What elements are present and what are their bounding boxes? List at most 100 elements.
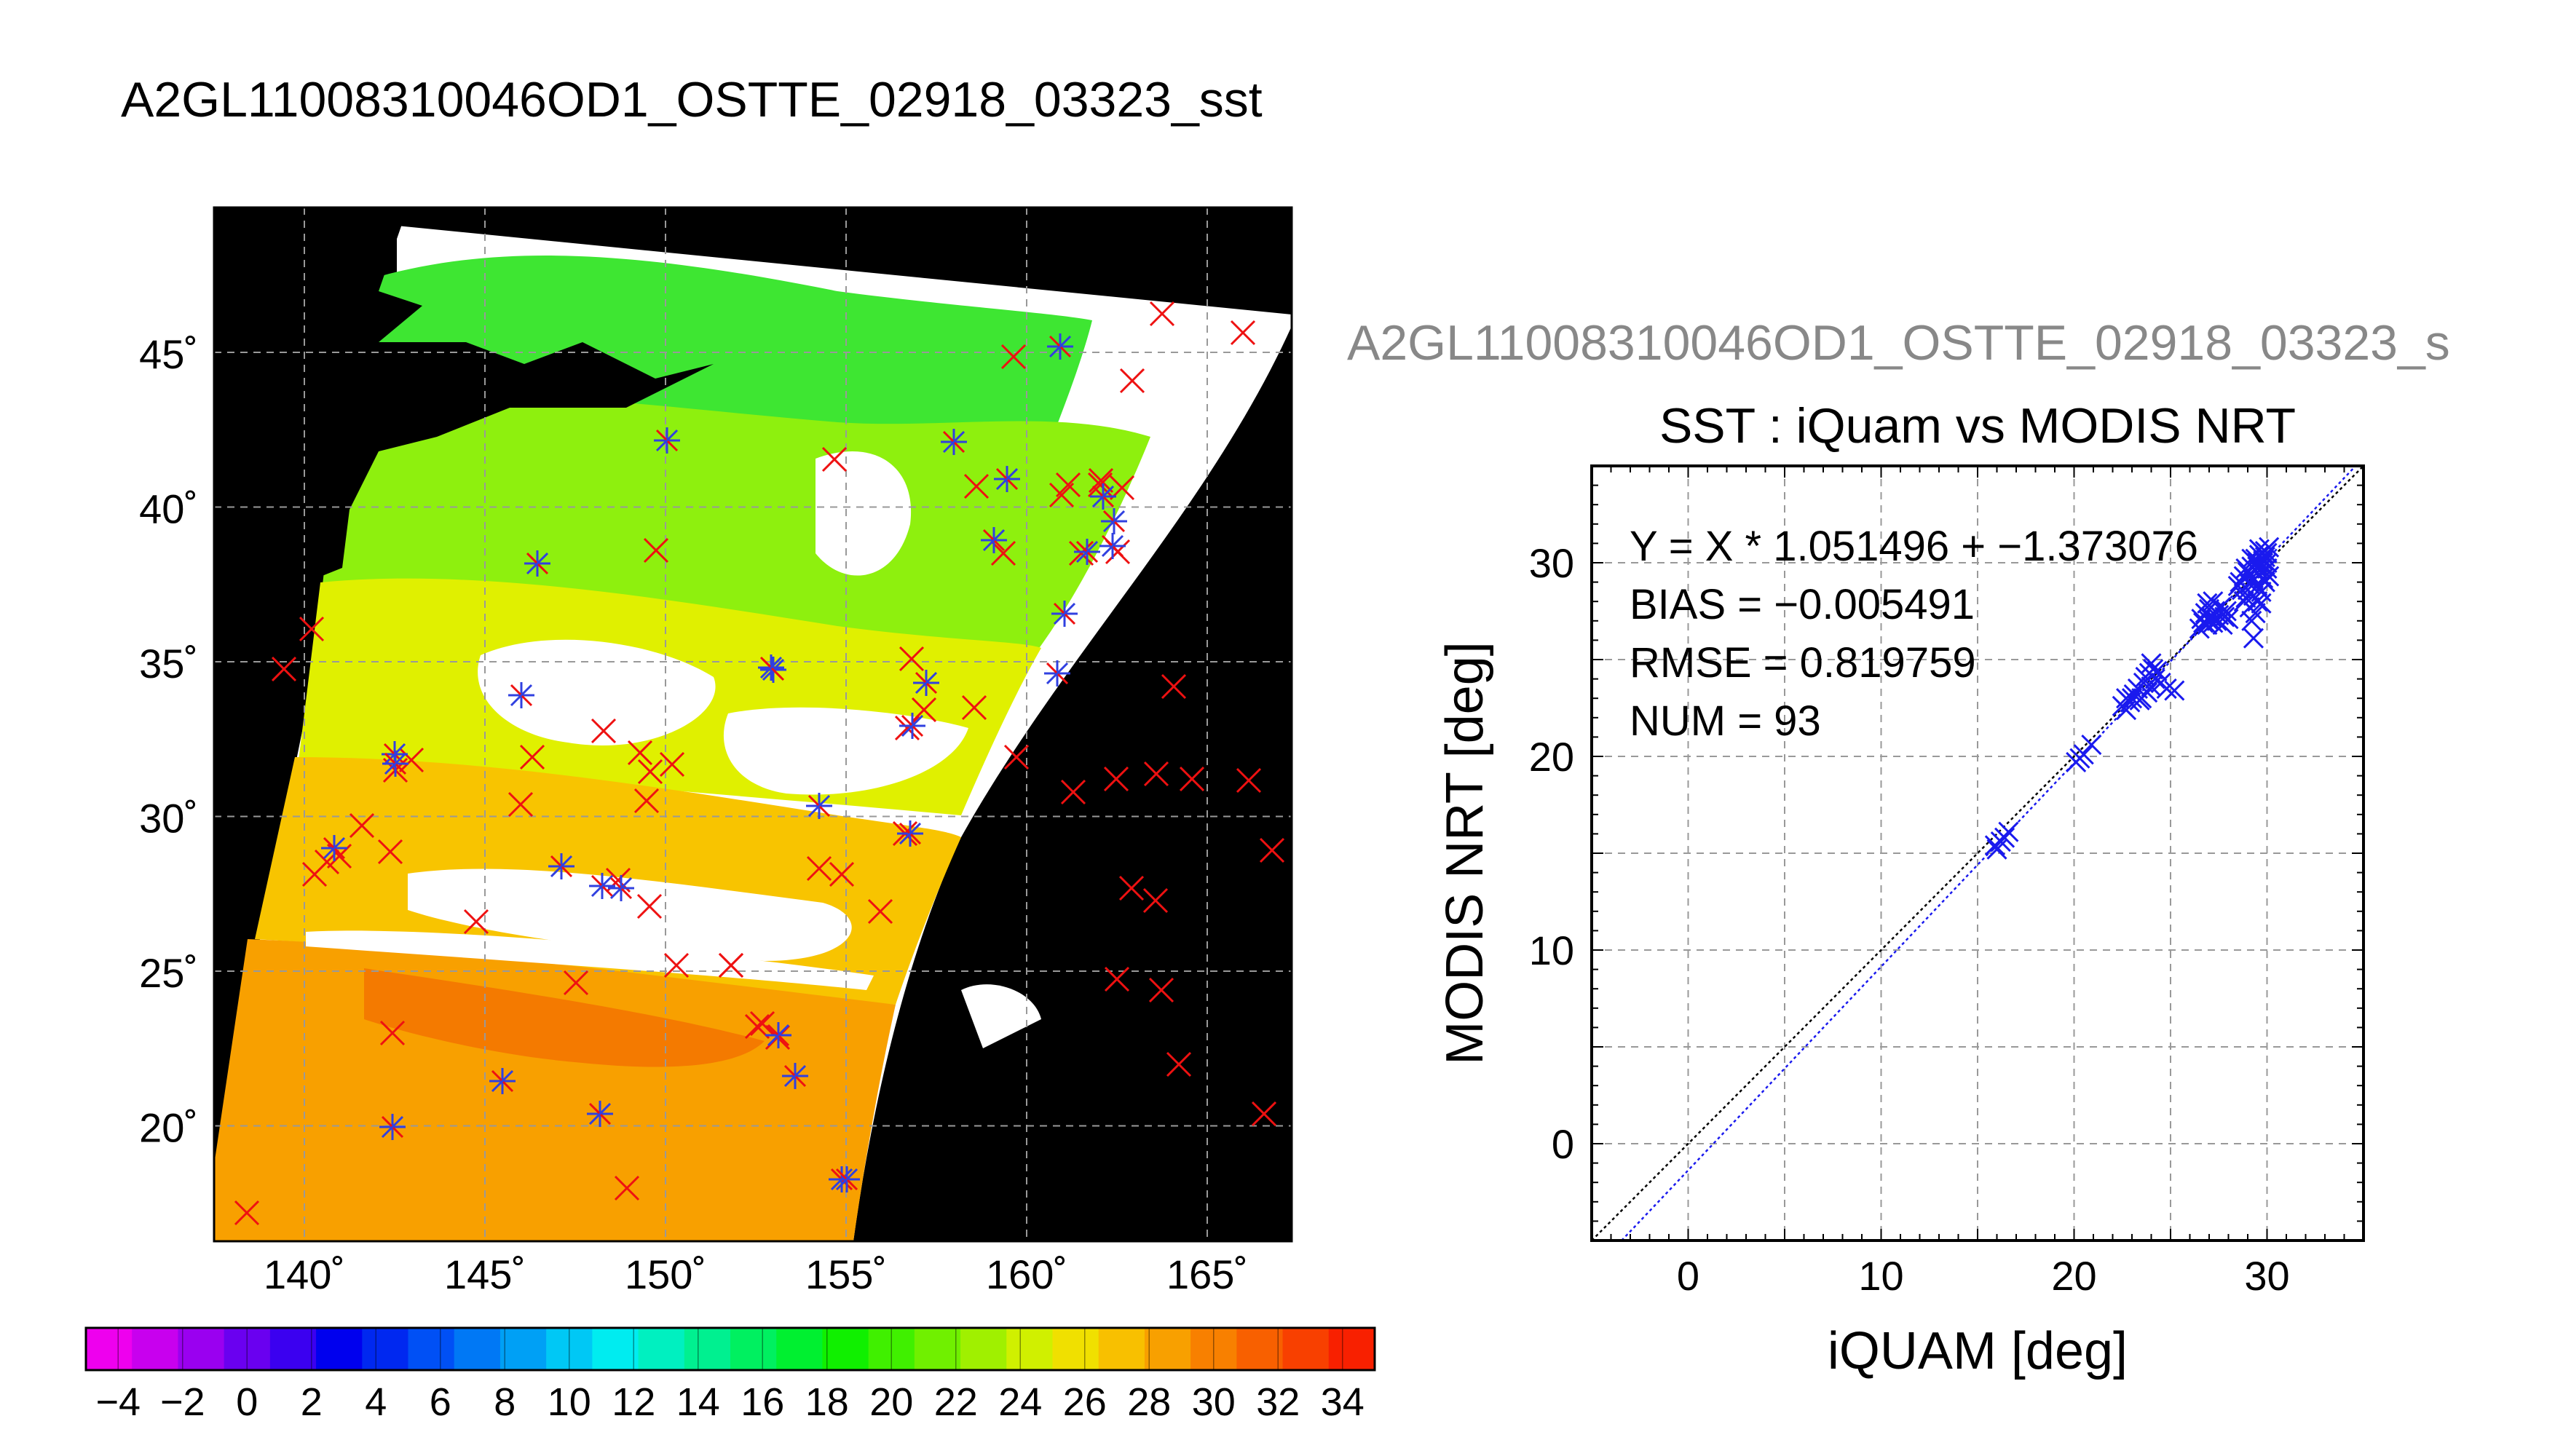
point-stroke (2121, 688, 2143, 709)
marker-stroke (234, 1200, 260, 1226)
marker-stroke (491, 1069, 514, 1093)
marker-stroke (1053, 602, 1076, 625)
marker-stroke (384, 752, 407, 775)
buoy-marker-out (1003, 744, 1030, 770)
marker-stroke (749, 1010, 775, 1037)
data-point (2198, 610, 2220, 631)
land-mass (214, 207, 714, 655)
cloud-patch (478, 639, 716, 745)
marker-stroke (1102, 510, 1126, 533)
buoy-marker-match (913, 670, 939, 696)
stat-regression: Y = X * 1.051496 + −1.373076 (1630, 523, 2198, 570)
point-stroke (2247, 556, 2268, 577)
buoy-marker-out (643, 537, 669, 563)
marker-stroke (1230, 320, 1256, 346)
point-stroke (2248, 560, 2270, 581)
data-point (2131, 688, 2152, 709)
lon-tick-label: 155˚ (805, 1251, 887, 1297)
buoy-marker-out (990, 540, 1016, 566)
buoy-marker-out (299, 616, 325, 642)
data-point (2156, 678, 2177, 699)
buoy-marker-match (548, 853, 574, 879)
buoy-marker-out (1251, 1101, 1277, 1127)
point-stroke (2203, 591, 2224, 612)
colorbar-frame (84, 1326, 1376, 1372)
scatter-frame (1590, 464, 2365, 1242)
lat-tick-label: 40˚ (139, 486, 198, 532)
marker-stroke (901, 714, 924, 737)
data-point (2081, 734, 2102, 756)
buoy-marker-out (636, 893, 663, 919)
data-point (2241, 610, 2262, 631)
buoy-marker-match (321, 835, 347, 861)
colorbar-swatch (1282, 1328, 1330, 1370)
buoy-marker-out (1236, 767, 1262, 794)
buoy-marker-match (1044, 660, 1070, 687)
marker-stroke (659, 751, 685, 778)
buoy-marker-out (1179, 766, 1205, 792)
marker-stroke (1142, 887, 1169, 914)
marker-stroke (1049, 335, 1072, 358)
swath-band-dkorange (364, 968, 765, 1067)
y-axis-label: MODIS NRT [deg] (1436, 641, 1494, 1065)
point-stroke (2189, 618, 2210, 639)
marker-stroke (663, 952, 690, 978)
buoy-marker-out (1049, 482, 1075, 508)
data-point (2218, 609, 2239, 630)
marker-stroke (563, 970, 589, 996)
data-point (1994, 827, 2015, 848)
marker-stroke (783, 1064, 807, 1088)
colorbar-swatch (914, 1328, 961, 1370)
buoy-marker-out (1142, 887, 1169, 914)
marker-stroke (526, 552, 549, 575)
lat-tick-label: 30˚ (139, 796, 198, 842)
marker-stroke (463, 909, 489, 935)
point-stroke (2133, 672, 2154, 693)
stat-rmse: RMSE = 0.819759 (1630, 639, 1976, 687)
buoy-marker-out (1068, 540, 1094, 566)
data-point (2259, 537, 2280, 558)
colorbar-swatch (454, 1328, 501, 1370)
colorbar-swatch (1328, 1328, 1375, 1370)
buoy-marker-out (1088, 467, 1114, 494)
cloud-patch (408, 869, 852, 961)
marker-stroke (1088, 467, 1114, 494)
marker-stroke (1104, 966, 1130, 992)
buoy-marker-match (1099, 533, 1126, 559)
marker-stroke (614, 1175, 640, 1201)
buoy-marker-out (961, 695, 987, 721)
buoy-marker-match (1090, 483, 1116, 510)
y-tick-label: 0 (1552, 1121, 1574, 1167)
buoy-marker-out (398, 747, 424, 773)
marker-stroke (609, 877, 633, 900)
scatter-plot: SST : iQuam vs MODIS NRT 0 0 10 10 20 20 30 30 iQ… (1436, 398, 2365, 1380)
colorbar-swatch (592, 1328, 639, 1370)
lat-tick-label: 20˚ (139, 1105, 198, 1151)
colorbar-label: 32 (1256, 1380, 1300, 1424)
marker-stroke (1149, 301, 1175, 327)
marker-stroke (377, 839, 403, 865)
buoy-marker-match (782, 1063, 808, 1089)
marker-stroke (1087, 472, 1113, 498)
marker-stroke (1148, 977, 1174, 1003)
colorbar-label: 18 (805, 1380, 849, 1424)
lat-tick-label: 35˚ (139, 641, 198, 687)
point-stroke (2259, 566, 2280, 587)
marker-stroke (1259, 837, 1285, 863)
colorbar-swatch (132, 1328, 179, 1370)
point-stroke (2218, 609, 2239, 630)
buoy-marker-out (894, 715, 920, 741)
marker-stroke (588, 1102, 612, 1125)
colorbar-swatch (1052, 1328, 1099, 1370)
y-tick-label: 10 (1529, 927, 1574, 973)
colorbar: −4 −2 0 2 4 6 8 10 12 14 16 18 20 22 24 26 28 30 32 34 (84, 1326, 1376, 1424)
marker-stroke (718, 952, 744, 978)
point-stroke (2115, 700, 2137, 721)
marker-stroke (508, 791, 534, 818)
colorbar-swatch (776, 1328, 824, 1370)
colorbar-label: −2 (160, 1380, 205, 1424)
data-point (2141, 653, 2162, 674)
colorbar-swatch (684, 1328, 731, 1370)
marker-stroke (759, 656, 783, 679)
